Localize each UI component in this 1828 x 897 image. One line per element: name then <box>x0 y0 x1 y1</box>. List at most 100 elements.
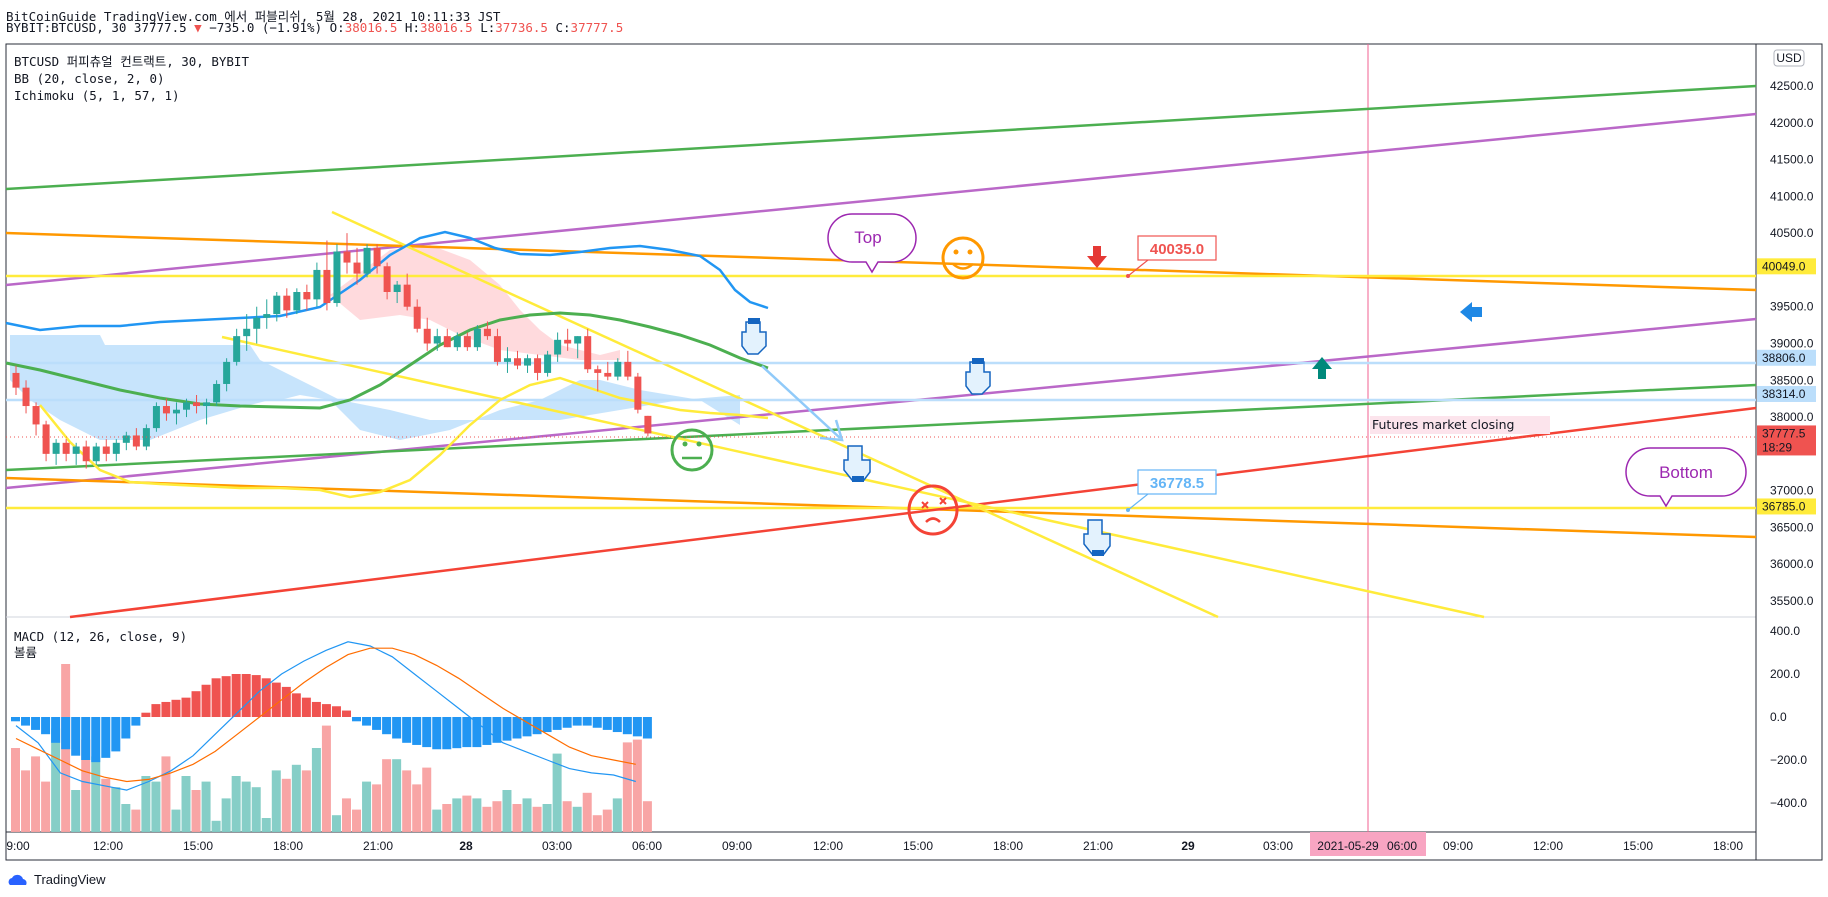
candle-body <box>493 336 501 362</box>
volume-bar <box>71 790 81 832</box>
volume-bar <box>442 804 452 832</box>
volume-bar <box>211 820 221 832</box>
callout-bottom-text: Bottom <box>1659 463 1713 482</box>
macd-histogram-bar <box>201 684 211 717</box>
candle-body <box>223 361 231 384</box>
candle-body <box>62 442 70 454</box>
price-axis[interactable]: 35500.0 36000.0 36500.0 37000.0 38000.0 38500… <box>1770 79 1814 608</box>
price-label-text: 38314.0 <box>1762 387 1806 401</box>
volume-bar <box>532 806 542 832</box>
volume-bar <box>622 742 632 832</box>
callout-bottom[interactable]: Bottom <box>1625 447 1747 508</box>
price-label-box <box>1757 385 1816 402</box>
price-tick-label: 42500.0 <box>1770 79 1814 93</box>
candle-body <box>463 336 471 348</box>
candle-body <box>443 336 451 348</box>
ohlc-line: BYBIT:BTCUSD, 30 37777.5 ▼ −735.0 (−1.91… <box>6 20 623 35</box>
tradingview-logo[interactable]: TradingView <box>6 872 106 887</box>
candle-body <box>423 328 431 344</box>
hand-pointer-up-icon[interactable] <box>741 318 767 355</box>
volume-bar <box>111 787 121 832</box>
brand-name: TradingView <box>34 872 106 887</box>
price-label-text: 37777.5 <box>1762 426 1806 440</box>
candle-body <box>213 383 221 403</box>
macd-histogram-bar <box>271 682 281 717</box>
macd-histogram-bar <box>191 691 201 717</box>
volume-bar <box>412 784 422 832</box>
trendlines-layer[interactable] <box>5 84 1757 619</box>
hand-pointer-down-icon[interactable] <box>843 445 871 482</box>
candle-body <box>243 328 251 337</box>
neutral-emoji-icon[interactable] <box>670 428 714 472</box>
macd-histogram-bar <box>121 717 131 739</box>
volume-bar <box>372 784 382 832</box>
time-tick-label: 18:00 <box>273 839 303 853</box>
green-up-arrow-icon[interactable] <box>1312 357 1332 379</box>
candle-body <box>644 415 652 434</box>
macd-histogram-bar <box>11 717 20 722</box>
hand-pointer-bottom-icon[interactable] <box>1083 519 1111 556</box>
macd-histogram-bar <box>522 717 532 737</box>
macd-histogram-bar <box>552 717 562 730</box>
volume-bar <box>341 798 351 832</box>
candle-body <box>534 358 542 373</box>
macd-histogram-bar <box>602 717 612 730</box>
candle-body <box>323 269 331 304</box>
macd-histogram-bar <box>492 717 502 743</box>
candle-body <box>514 358 521 366</box>
macd-histogram-bar <box>512 717 522 739</box>
countdown-label: 18:29 <box>1762 440 1792 454</box>
macd-tick-label: 400.0 <box>1770 624 1800 638</box>
time-tick-label: 28 <box>459 839 473 853</box>
projection-arrow-icon <box>761 365 844 442</box>
volume-bar <box>592 815 602 832</box>
macd-histogram-bar <box>21 717 31 726</box>
volume-bar <box>562 801 572 832</box>
macd-histogram-bar <box>632 717 642 737</box>
smile-emoji-icon[interactable] <box>941 236 985 280</box>
candle-body <box>102 446 110 454</box>
candle-body <box>233 336 241 362</box>
candle-body <box>263 314 271 318</box>
macd-histogram-bar <box>402 717 412 743</box>
candle-body <box>604 372 612 377</box>
volume-bar <box>452 798 462 832</box>
legend-volume: 볼륨 <box>14 645 37 660</box>
macd-axis[interactable]: 400.0 200.0 0.0 −200.0 −400.0 <box>1770 624 1807 810</box>
hand-pointer-mid-icon[interactable] <box>965 358 991 395</box>
price-tick-label: 36500.0 <box>1770 520 1814 534</box>
price-tick-label: 38500.0 <box>1770 373 1814 387</box>
macd-histogram-bar <box>81 717 91 760</box>
macd-histogram-bar <box>612 717 622 733</box>
time-tick-label: 12:00 <box>1533 839 1563 853</box>
time-axis[interactable]: 9:00 12:00 15:00 18:00 21:00 28 03:00 06:00 09:0… <box>6 839 1743 853</box>
time-tick-label: 09:00 <box>722 839 752 853</box>
candle-body <box>183 402 191 410</box>
change-value: −735.0 (−1.91%) <box>209 20 323 35</box>
time-tick-label: 09:00 <box>1443 839 1473 853</box>
currency-box[interactable] <box>1773 49 1805 67</box>
macd-signal-line <box>15 647 636 783</box>
candle-body <box>554 339 562 355</box>
volume-bar <box>602 809 612 832</box>
red-down-arrow-icon[interactable] <box>1087 246 1107 268</box>
callout-top[interactable]: Top <box>827 213 917 274</box>
change-arrow-icon: ▼ <box>194 20 202 35</box>
volume-bar <box>161 756 171 832</box>
macd-histogram-bar <box>321 704 331 717</box>
legend-macd: MACD (12, 26, close, 9) <box>14 629 187 644</box>
price-note-36778[interactable]: 36778.5 <box>1126 469 1217 512</box>
blue-left-arrow-icon[interactable] <box>1460 302 1482 322</box>
price-labels: 40049.0 38806.0 38314.0 37777.518:29 36785.0 <box>1757 258 1816 515</box>
volume-bar <box>131 809 141 832</box>
macd-histogram-bar <box>592 717 602 728</box>
green-trendline-upper <box>5 84 1757 191</box>
candle-body <box>564 339 572 344</box>
candle-body <box>363 247 371 274</box>
price-tick-label: 37000.0 <box>1770 484 1814 498</box>
dizzy-emoji-icon[interactable] <box>907 484 959 536</box>
macd-histogram-bar <box>622 717 632 735</box>
high-label: H: <box>404 20 420 35</box>
price-note-40035[interactable]: 40035.0 <box>1126 235 1217 278</box>
